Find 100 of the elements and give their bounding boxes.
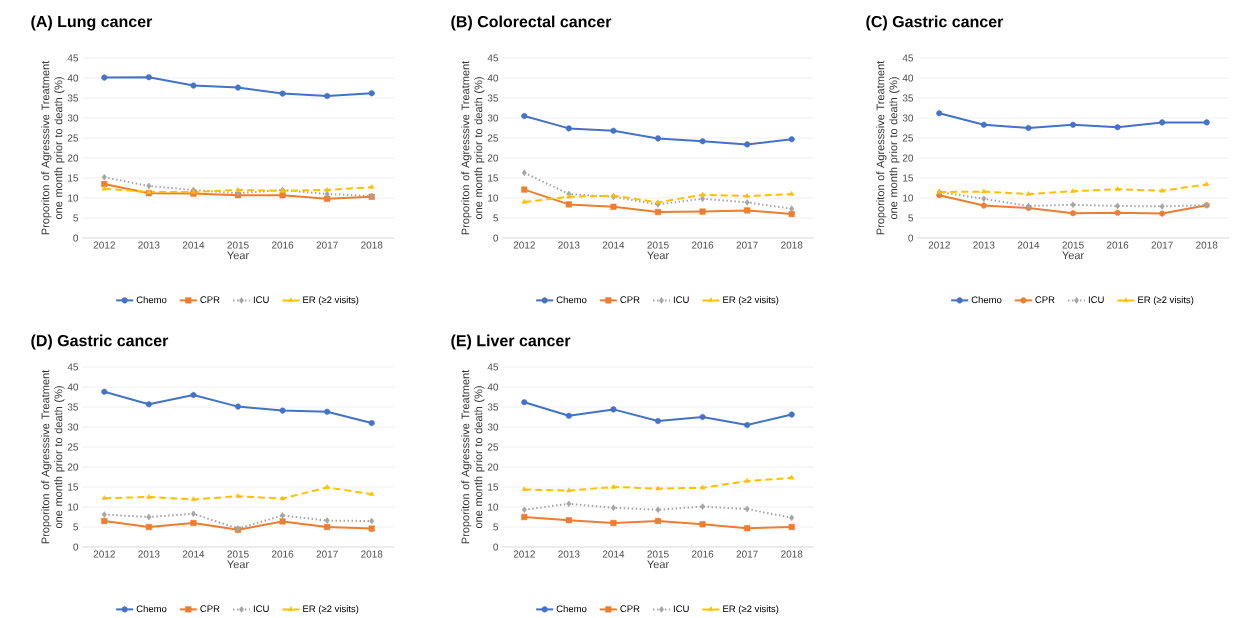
y-tick-label: 10 — [903, 194, 914, 202]
legend-label: ER (≥2 visits) — [303, 296, 359, 306]
y-tick-label: 5 — [73, 214, 79, 222]
chart-title: (B) Colorectal cancer — [451, 15, 612, 31]
y-tick-label: 25 — [902, 134, 914, 142]
y-tick-label: 25 — [67, 134, 79, 142]
x-tick-label: 2015 — [647, 550, 669, 558]
x-tick-label: 2018 — [781, 241, 803, 249]
legend-label: ER (≥2 visits) — [1138, 296, 1194, 306]
y-tick-label: 10 — [68, 194, 79, 202]
y-tick-label: 25 — [67, 443, 79, 451]
legend-label: ER (≥2 visits) — [723, 296, 779, 306]
x-axis-title: Year — [1062, 251, 1084, 260]
y-tick-label: 10 — [68, 503, 79, 511]
x-tick-label: 2014 — [182, 550, 205, 558]
y-tick-label: 10 — [488, 503, 499, 511]
y-tick-label: 25 — [487, 134, 499, 142]
x-tick-label: 2013 — [138, 241, 160, 249]
x-tick-label: 2013 — [558, 550, 580, 558]
x-tick-label: 2012 — [93, 550, 115, 558]
y-tick-label: 35 — [67, 403, 79, 411]
y-tick-label: 45 — [67, 363, 79, 371]
x-tick-label: 2017 — [1151, 241, 1173, 249]
y-axis-title: Proporiton of Agresssive Treatment one month prior to death (%) — [461, 61, 485, 235]
x-tick-label: 2016 — [691, 241, 714, 249]
legend-label: Chemo — [556, 296, 587, 304]
y-tick-label: 20 — [902, 154, 914, 162]
y-tick-label: 40 — [67, 383, 79, 391]
x-tick-label: 2016 — [271, 550, 294, 558]
x-tick-label: 2012 — [513, 550, 535, 558]
legend-label: Chemo — [136, 296, 167, 304]
legend-label: CPR — [620, 296, 640, 304]
x-tick-label: 2014 — [602, 550, 625, 558]
x-tick-label: 2016 — [691, 550, 714, 558]
y-tick-label: 25 — [487, 443, 499, 451]
y-tick-label: 40 — [487, 383, 499, 391]
y-tick-label: 45 — [67, 54, 79, 62]
x-tick-label: 2013 — [138, 550, 160, 558]
x-axis-title: Year — [647, 560, 669, 569]
x-tick-label: 2018 — [781, 550, 803, 558]
y-tick-label: 5 — [908, 214, 914, 222]
x-tick-label: 2014 — [602, 241, 625, 249]
y-axis-title: Proporiton of Agresssive Treatment one month prior to death (%) — [41, 370, 65, 544]
legend-label: CPR — [200, 605, 220, 613]
y-tick-label: 15 — [68, 174, 79, 182]
legend-label: ICU — [253, 605, 269, 613]
legend-label: CPR — [620, 605, 640, 613]
legend-label: CPR — [1035, 296, 1055, 304]
y-tick-label: 0 — [73, 234, 79, 242]
legend-label: ICU — [673, 296, 689, 304]
y-tick-label: 45 — [902, 54, 914, 62]
y-tick-label: 5 — [73, 523, 79, 531]
y-axis-title: Proporiton of Agresssive Treatment one month prior to death (%) — [876, 61, 900, 235]
y-tick-label: 30 — [487, 114, 499, 122]
y-tick-label: 15 — [488, 483, 499, 491]
y-tick-label: 5 — [493, 523, 499, 531]
y-tick-label: 15 — [488, 174, 499, 182]
chart-title: (A) Lung cancer — [31, 15, 153, 31]
y-tick-label: 30 — [902, 114, 914, 122]
legend-label: ICU — [1088, 296, 1104, 304]
legend-label: ER (≥2 visits) — [303, 605, 359, 615]
y-tick-label: 40 — [487, 74, 499, 82]
legend-label: ER (≥2 visits) — [723, 605, 779, 615]
y-tick-label: 35 — [67, 94, 79, 102]
x-tick-label: 2014 — [1017, 241, 1040, 249]
y-tick-label: 40 — [902, 74, 914, 82]
y-tick-label: 20 — [67, 463, 79, 471]
y-tick-label: 40 — [67, 74, 79, 82]
legend-label: CPR — [200, 296, 220, 304]
y-tick-label: 35 — [902, 94, 914, 102]
y-tick-label: 0 — [493, 234, 499, 242]
y-tick-label: 20 — [67, 154, 79, 162]
legend-label: Chemo — [556, 605, 587, 613]
x-axis-title: Year — [227, 251, 249, 260]
x-tick-label: 2012 — [93, 241, 115, 249]
y-tick-label: 15 — [68, 483, 79, 491]
y-tick-label: 30 — [67, 114, 79, 122]
x-tick-label: 2015 — [227, 241, 249, 249]
y-tick-label: 20 — [487, 154, 499, 162]
y-axis-title: Proporiton of Agresssive Treatment one month prior to death (%) — [461, 370, 485, 544]
x-axis-title: Year — [227, 560, 249, 569]
x-tick-label: 2017 — [736, 241, 758, 249]
y-tick-label: 5 — [493, 214, 499, 222]
x-tick-label: 2013 — [558, 241, 580, 249]
x-tick-label: 2017 — [316, 550, 338, 558]
x-tick-label: 2013 — [973, 241, 995, 249]
y-tick-label: 0 — [908, 234, 914, 242]
x-axis-title: Year — [647, 251, 669, 260]
x-tick-label: 2014 — [182, 241, 205, 249]
y-tick-label: 30 — [487, 423, 499, 431]
x-tick-label: 2015 — [1062, 241, 1084, 249]
y-tick-label: 35 — [487, 403, 499, 411]
chart-title: (D) Gastric cancer — [31, 334, 169, 350]
x-tick-label: 2012 — [513, 241, 535, 249]
x-tick-label: 2015 — [227, 550, 249, 558]
y-tick-label: 45 — [487, 54, 499, 62]
y-tick-label: 20 — [487, 463, 499, 471]
y-tick-label: 15 — [903, 174, 914, 182]
y-axis-title: Proporiton of Agresssive Treatment one month prior to death (%) — [41, 61, 65, 235]
chart-title: (C) Gastric cancer — [866, 15, 1004, 31]
